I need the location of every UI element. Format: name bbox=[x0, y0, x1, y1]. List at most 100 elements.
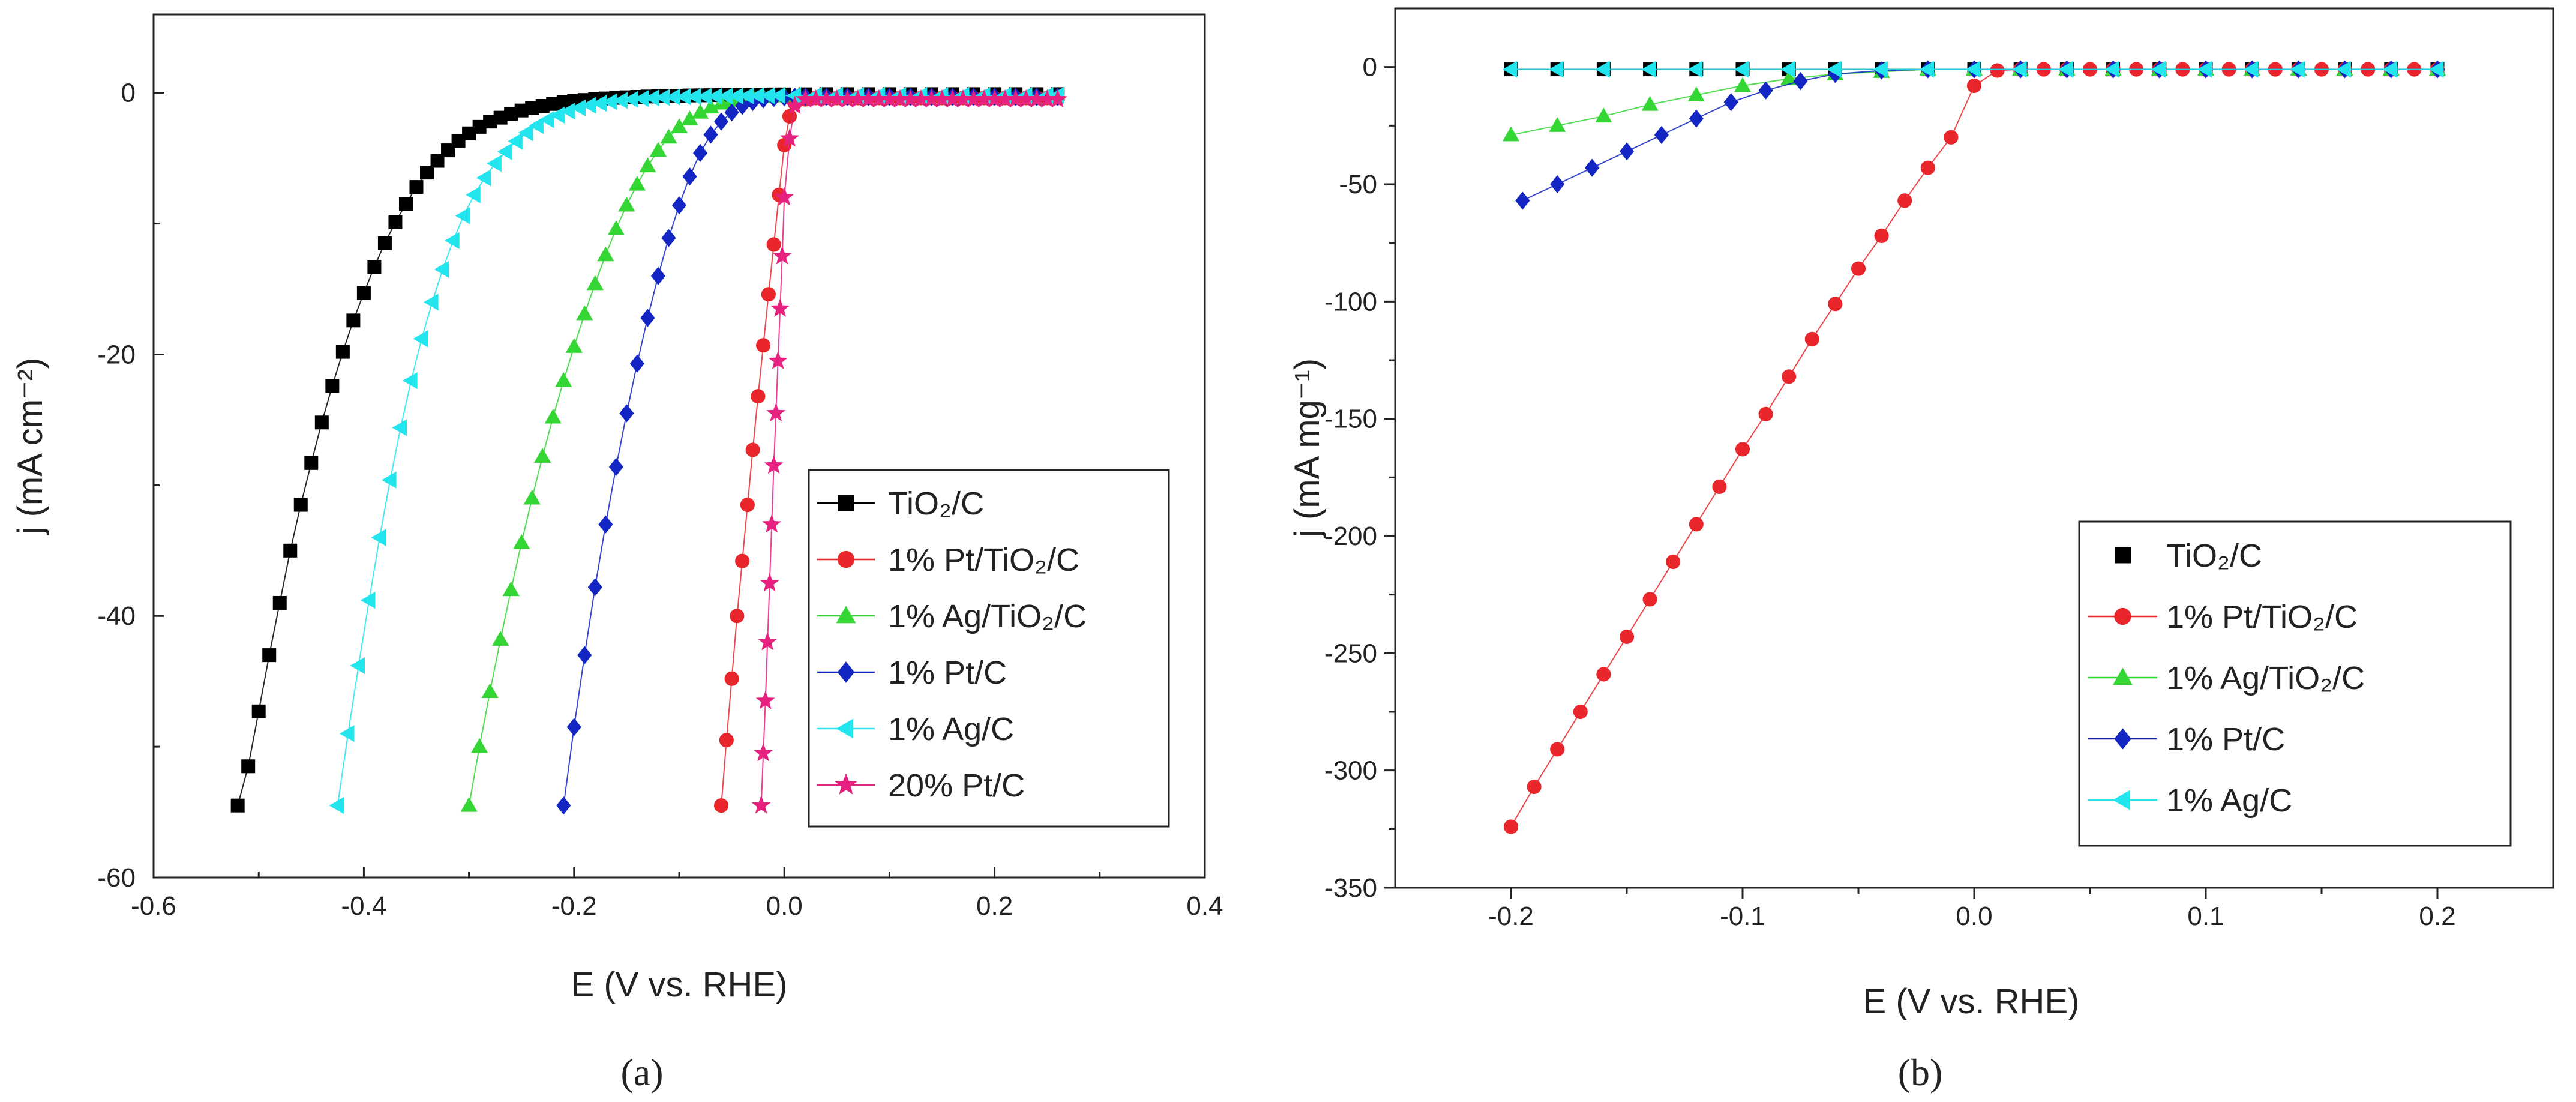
data-point bbox=[661, 229, 676, 247]
series-group bbox=[230, 86, 1067, 815]
data-point bbox=[639, 157, 656, 173]
legend-item-1pct-pt-tio2-c: 1% Pt/TiO₂/C bbox=[2088, 599, 2358, 635]
data-point bbox=[762, 514, 782, 533]
data-point bbox=[1595, 107, 1612, 123]
data-point bbox=[618, 196, 635, 212]
data-point bbox=[272, 595, 287, 610]
data-point bbox=[544, 408, 562, 424]
data-point bbox=[1548, 61, 1564, 78]
legend-label: TiO₂/C bbox=[2166, 538, 2262, 574]
data-point bbox=[360, 592, 376, 609]
data-point bbox=[392, 419, 407, 436]
data-point bbox=[586, 275, 604, 291]
y-tick-label: -100 bbox=[1324, 287, 1377, 316]
data-point bbox=[671, 196, 687, 215]
x-tick-label: 0.0 bbox=[766, 891, 803, 921]
data-point bbox=[413, 330, 428, 348]
data-point bbox=[1758, 81, 1773, 100]
legend-item-1pct-ag-tio2-c: 1% Ag/TiO₂/C bbox=[2088, 660, 2365, 696]
data-point bbox=[770, 87, 785, 104]
data-point bbox=[1515, 191, 1530, 210]
data-point bbox=[751, 389, 766, 404]
data-point bbox=[703, 125, 718, 144]
y-tick-label: -150 bbox=[1324, 405, 1377, 434]
data-point bbox=[2104, 61, 2119, 78]
x-axis-label: E (V vs. RHE) bbox=[1863, 982, 2080, 1021]
legend-box bbox=[2078, 520, 2512, 847]
data-point bbox=[719, 733, 734, 748]
x-tick-label: -0.1 bbox=[1720, 902, 1765, 931]
legend-label: 1% Ag/C bbox=[2166, 783, 2292, 819]
legend-item-1pct-ag-c: 1% Ag/C bbox=[817, 711, 1014, 747]
data-point bbox=[497, 143, 512, 160]
legend: TiO₂/C 1% Pt/TiO₂/C 1% Ag/TiO₂/C 1% Pt/C 1% … bbox=[2078, 520, 2512, 847]
caption-a: (a) bbox=[620, 1051, 663, 1094]
data-point bbox=[1549, 117, 1566, 132]
legend-marker bbox=[838, 495, 854, 511]
data-point bbox=[1689, 109, 1704, 128]
data-point bbox=[339, 725, 355, 742]
data-point bbox=[398, 197, 413, 211]
data-point bbox=[466, 186, 481, 203]
data-point bbox=[481, 683, 499, 699]
data-point bbox=[1527, 779, 1542, 795]
y-axis-label: j (mA mg⁻¹) bbox=[1288, 358, 1327, 538]
data-point bbox=[1619, 629, 1635, 645]
data-point bbox=[1595, 61, 1610, 78]
legend-marker bbox=[836, 606, 856, 624]
data-point bbox=[587, 578, 602, 597]
data-point bbox=[1734, 61, 1749, 78]
legend-label: 20% Pt/C bbox=[888, 768, 1025, 804]
series-group bbox=[1502, 60, 2446, 834]
data-point bbox=[420, 166, 434, 180]
data-point bbox=[735, 553, 750, 568]
legend: TiO₂/C 1% Pt/TiO₂/C 1% Ag/TiO₂/C 1% Pt/C 1% … bbox=[808, 469, 1170, 828]
legend-item-tio2-c: TiO₂/C bbox=[2115, 538, 2262, 574]
data-point bbox=[745, 442, 760, 457]
legend-item-1pct-ag-tio2-c: 1% Ag/TiO₂/C bbox=[817, 598, 1087, 634]
data-point bbox=[628, 176, 646, 191]
series-1pct-ag-c bbox=[1502, 61, 2444, 78]
data-point bbox=[670, 118, 688, 133]
data-point bbox=[775, 187, 794, 206]
y-tick-label: -60 bbox=[97, 863, 136, 893]
data-point bbox=[1712, 479, 1727, 495]
x-tick-label: -0.4 bbox=[341, 891, 386, 921]
data-point bbox=[1573, 704, 1588, 720]
data-point bbox=[487, 155, 502, 172]
data-point bbox=[768, 351, 788, 369]
data-point bbox=[262, 648, 277, 663]
x-tick-label: 0.2 bbox=[2419, 902, 2455, 931]
data-point bbox=[455, 207, 470, 224]
x-tick-label: 0.0 bbox=[1956, 902, 1992, 931]
data-point bbox=[2290, 61, 2305, 78]
data-point bbox=[430, 154, 445, 168]
data-point bbox=[1503, 819, 1519, 834]
data-point bbox=[1734, 77, 1752, 92]
data-point bbox=[1641, 95, 1659, 111]
tick-labels: -0.6 -0.4 -0.2 0.0 0.2 0.4 -60 -40 -20 0 bbox=[97, 79, 1223, 921]
data-point bbox=[2243, 61, 2259, 78]
data-point bbox=[1758, 406, 1773, 421]
data-point bbox=[640, 309, 655, 327]
caption-b: (b) bbox=[1898, 1051, 1943, 1094]
data-point bbox=[508, 133, 523, 150]
data-point bbox=[1782, 369, 1797, 384]
data-point bbox=[755, 691, 775, 709]
data-point bbox=[434, 260, 449, 278]
data-point bbox=[598, 515, 613, 534]
series-20pct-pt-c bbox=[751, 89, 1067, 814]
data-point bbox=[702, 98, 719, 114]
tick-labels: -0.2 -0.1 0.0 0.1 0.2 -350 -300 -250 -200 -150 -10… bbox=[1324, 53, 2456, 931]
data-point bbox=[2151, 61, 2166, 78]
data-point bbox=[556, 796, 571, 815]
data-point bbox=[724, 671, 739, 686]
data-point bbox=[761, 287, 776, 302]
data-point bbox=[730, 609, 745, 624]
data-point bbox=[740, 497, 755, 513]
y-tick-label: -20 bbox=[97, 340, 136, 369]
y-tick-label: -250 bbox=[1324, 639, 1377, 668]
data-point bbox=[1687, 61, 1703, 78]
data-point bbox=[1851, 261, 1866, 276]
